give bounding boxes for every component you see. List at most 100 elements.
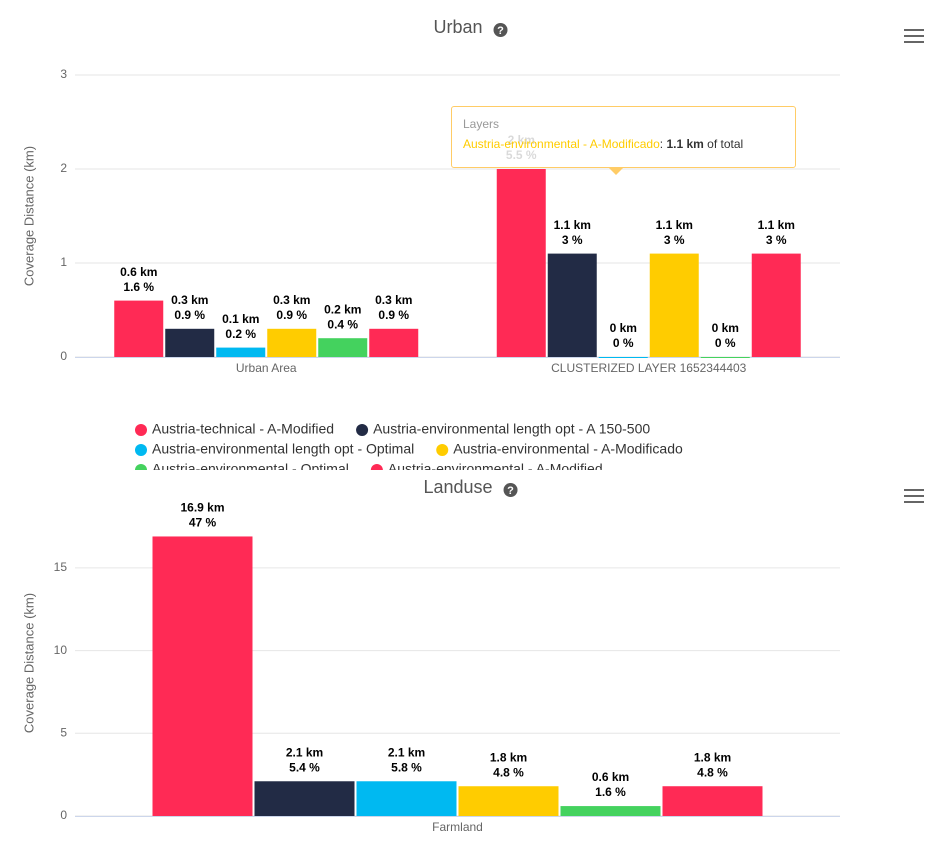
bar [356, 781, 457, 816]
x-tick-label: Urban Area [236, 361, 297, 375]
data-label: 0.6 km [592, 770, 629, 784]
legend-item[interactable]: Austria-environmental length opt - A 150… [356, 421, 650, 437]
legend-marker [370, 464, 383, 470]
data-label: 1.8 km [694, 750, 731, 764]
percent-label: 1.6 % [595, 785, 626, 799]
menu-button[interactable] [904, 29, 924, 43]
y-tick-label: 15 [54, 560, 68, 574]
percent-label: 47 % [189, 516, 217, 530]
percent-label: 5.4 % [289, 760, 320, 774]
data-label: 0 km [610, 321, 637, 335]
tooltip-value: 1.1 km [666, 137, 704, 151]
x-tick-label: Farmland [432, 820, 483, 834]
percent-label: 0.9 % [378, 308, 409, 322]
bar [598, 357, 648, 358]
legend-marker [135, 464, 147, 470]
urban-chart: Urban ? Coverage Distance (km) 0 1 2 3 Urban Ar… [21, 17, 840, 470]
bar [751, 253, 801, 357]
help-icon [503, 483, 518, 497]
bar [547, 253, 597, 357]
y-tick-label: 5 [60, 725, 67, 739]
legend-label: Austria-environmental length opt - A 150… [373, 421, 650, 437]
percent-label: 4.8 % [493, 765, 524, 779]
data-label: 1.1 km [656, 218, 693, 232]
percent-label: 0.9 % [174, 308, 205, 322]
y-tick-label: 10 [54, 643, 68, 657]
legend-marker [436, 444, 449, 456]
bar [662, 786, 763, 816]
data-label: 0 km [712, 321, 739, 335]
legend-marker [356, 424, 369, 436]
tooltip-separator: : [659, 137, 664, 151]
data-label: 2.1 km [388, 745, 425, 759]
legend-label: Austria-environmental - A-Modificado [453, 441, 683, 457]
legend-marker [135, 444, 147, 456]
data-label: 2.1 km [286, 745, 323, 759]
data-label: 1.1 km [554, 218, 591, 232]
y-axis-title: Coverage Distance (km) [21, 593, 36, 733]
percent-label: 0.2 % [225, 327, 256, 341]
help-icon-glyph: ? [507, 485, 514, 497]
y-tick-label: 3 [60, 67, 67, 81]
bar [496, 169, 546, 357]
bar [267, 328, 317, 357]
y-axis-title: Coverage Distance (km) [21, 146, 36, 286]
x-tick-label: CLUSTERIZED LAYER 1652344403 [551, 361, 747, 375]
percent-label: 3 % [766, 233, 787, 247]
legend-item[interactable]: Austria-environmental length opt - Optim… [135, 441, 414, 457]
percent-label: 3 % [664, 233, 685, 247]
bar [458, 786, 559, 816]
legend-label: Austria-environmental - Optimal [152, 461, 349, 470]
bar [560, 806, 661, 816]
percent-label: 1.6 % [123, 280, 154, 294]
tooltip-series: Austria-environmental - A-Modificado [463, 137, 660, 151]
bar [114, 300, 164, 357]
data-label: 0.6 km [120, 265, 157, 279]
y-tick-label: 0 [60, 808, 67, 822]
legend-marker [135, 424, 147, 436]
legend-item[interactable]: Austria-environmental - A-Modificado [436, 441, 683, 457]
bar [369, 328, 419, 357]
data-label: 0.3 km [273, 293, 310, 307]
bar [649, 253, 699, 357]
data-label: 1.8 km [490, 750, 527, 764]
help-icon [493, 23, 508, 37]
chart-title: Urban [433, 17, 482, 37]
legend-label: Austria-environmental - A-Modified [388, 461, 603, 470]
data-label: 0.1 km [222, 312, 259, 326]
percent-label: 5.8 % [391, 760, 422, 774]
y-tick-label: 1 [60, 255, 67, 269]
tooltip-title: Layers [463, 117, 500, 131]
bar [152, 536, 253, 816]
percent-label: 0.9 % [276, 308, 307, 322]
legend-item[interactable]: Austria-technical - A-Modified [135, 421, 334, 437]
percent-label: 0.4 % [327, 317, 358, 331]
help-icon-glyph: ? [497, 25, 504, 37]
percent-label: 3 % [562, 233, 583, 247]
legend-label: Austria-technical - A-Modified [152, 421, 334, 437]
legend-label: Austria-environmental length opt - Optim… [152, 441, 414, 457]
chart-title: Landuse [423, 477, 492, 497]
data-label: 1.1 km [758, 218, 795, 232]
percent-label: 4.8 % [697, 765, 728, 779]
bar [165, 328, 215, 357]
bar [700, 357, 750, 358]
data-label: 0.2 km [324, 302, 361, 316]
data-label: 16.9 km [180, 501, 224, 515]
percent-label: 0 % [715, 336, 736, 350]
menu-button[interactable] [904, 489, 924, 503]
tooltip-arrow [608, 167, 624, 175]
bar [216, 347, 266, 357]
tooltip-suffix: of total [707, 137, 744, 151]
bar [318, 338, 368, 357]
y-tick-label: 2 [60, 161, 67, 175]
percent-label: 0 % [613, 336, 634, 350]
landuse-chart: Landuse ? Coverage Distance (km) 0 5 10 15 Farm… [21, 477, 840, 834]
legend-item[interactable]: Austria-environmental - A-Modified [370, 461, 603, 470]
data-label: 0.3 km [375, 293, 412, 307]
legend-item[interactable]: Austria-environmental - Optimal [135, 461, 349, 470]
tooltip: Layers Austria-environmental - A-Modific… [451, 106, 796, 175]
bar [254, 781, 355, 816]
y-tick-label: 0 [60, 349, 67, 363]
